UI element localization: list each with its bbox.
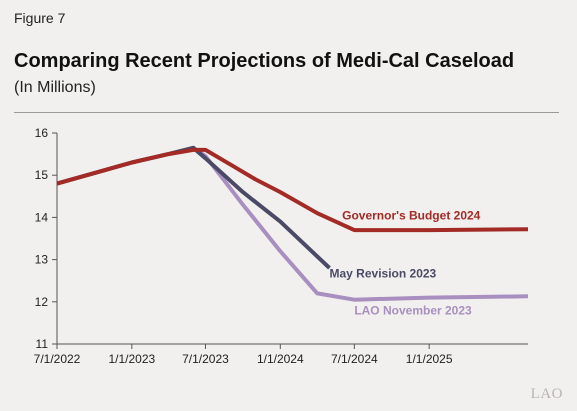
series-line-3 [56, 147, 529, 233]
x-tick-label: 7/1/2024 [331, 352, 378, 366]
series-label-1: Governor's Budget 2024 [342, 209, 481, 223]
chart-series-lines [56, 145, 529, 302]
chart-title: Comparing Recent Projections of Medi-Cal… [14, 50, 515, 72]
x-tick-label: 1/1/2025 [406, 352, 453, 366]
y-tick-label: 15 [35, 168, 49, 182]
x-tick-label: 1/1/2024 [257, 352, 304, 366]
series-label-3: LAO November 2023 [354, 303, 472, 317]
y-tick-label: 13 [35, 253, 49, 267]
title-divider [14, 112, 559, 113]
figure-label: Figure 7 [14, 10, 66, 26]
x-tick-label: 1/1/2023 [108, 352, 155, 366]
y-tick-label: 11 [36, 337, 49, 351]
series-line-2 [56, 145, 331, 270]
y-tick-label: 14 [35, 210, 49, 224]
y-tick-label: 12 [35, 295, 49, 309]
series-line-1 [56, 145, 529, 302]
chart-subtitle: (In Millions) [14, 79, 96, 96]
x-tick-label: 7/1/2023 [182, 352, 229, 366]
lao-logo: LAO [530, 386, 563, 402]
series-label-2: May Revision 2023 [330, 266, 437, 280]
y-tick-label: 16 [35, 126, 49, 140]
chart-axes: 11 12 13 14 15 16 7/1/2022 1/1/2023 7/1/2023 1/1/… [34, 126, 528, 366]
x-tick-label: 7/1/2022 [34, 352, 81, 366]
chart-series-labels: Governor's Budget 2024 May Revision 2023 L… [330, 209, 481, 318]
